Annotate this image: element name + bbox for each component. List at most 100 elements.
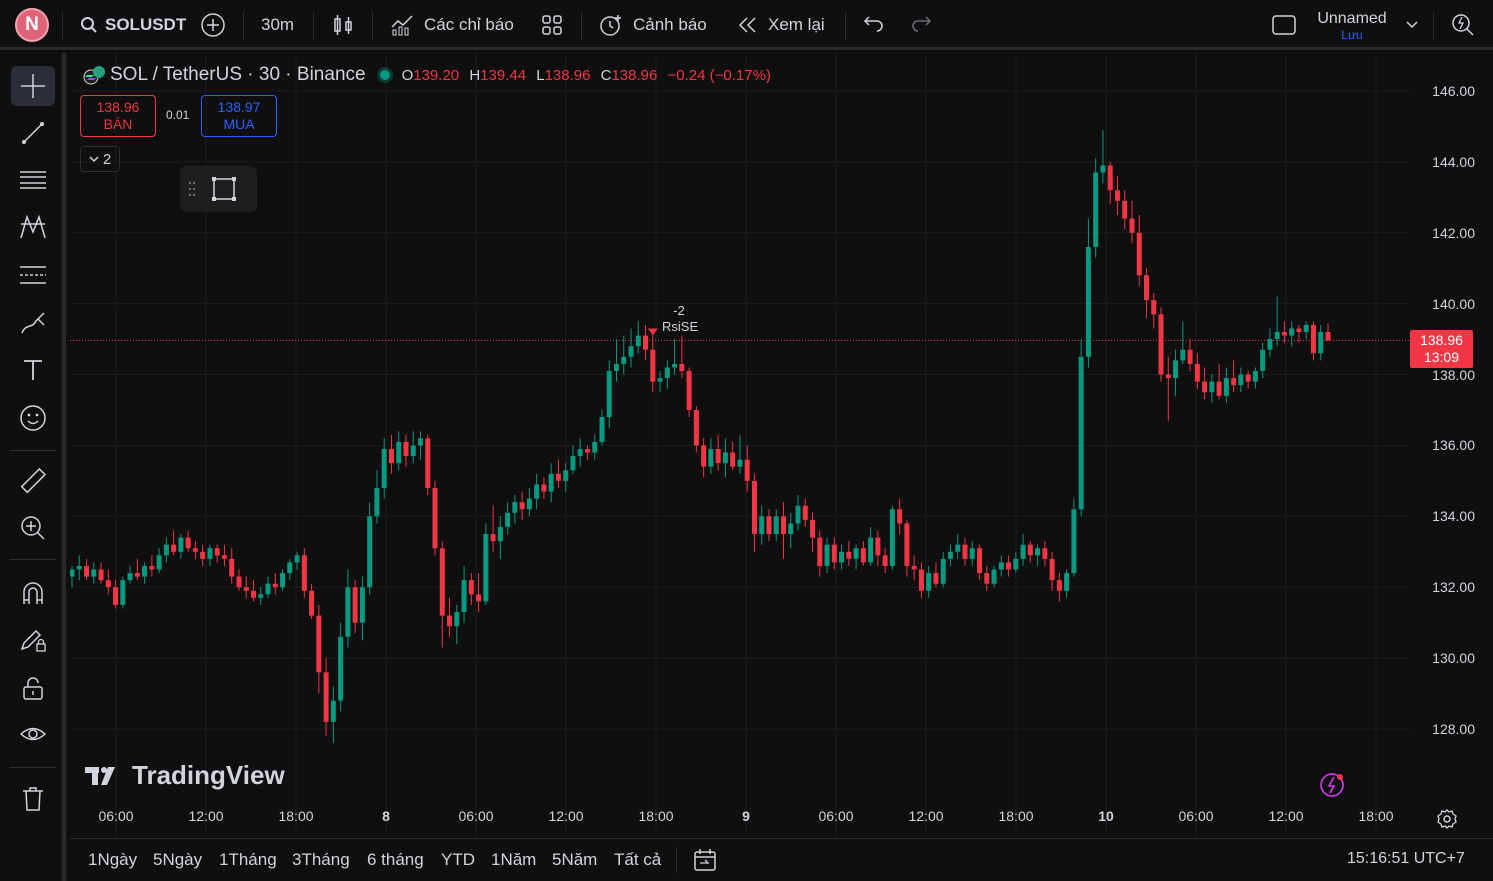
smiley-icon bbox=[20, 405, 46, 431]
select-rectangle-icon[interactable] bbox=[210, 175, 238, 203]
sell-price: 138.96 bbox=[96, 99, 140, 115]
candle-body bbox=[853, 548, 859, 559]
candle-body bbox=[1252, 371, 1258, 382]
undo-button[interactable] bbox=[863, 0, 885, 50]
symbol-title[interactable]: SOL / TetherUS · 30 · Binance bbox=[110, 64, 366, 85]
candlestick-chart[interactable] bbox=[70, 53, 1410, 835]
candle-body bbox=[1296, 328, 1302, 333]
chart-type-button[interactable] bbox=[332, 0, 354, 50]
lock-all-tool[interactable] bbox=[11, 668, 55, 708]
candle-body bbox=[628, 346, 634, 357]
unlock-icon bbox=[23, 677, 43, 700]
zoom-in-icon bbox=[21, 516, 45, 540]
chart-settings-button[interactable] bbox=[1436, 808, 1458, 835]
time-axis-label: 9 bbox=[742, 808, 750, 824]
range-button[interactable]: 1Ngày bbox=[88, 850, 138, 869]
alert-button[interactable]: Cảnh báo bbox=[598, 0, 707, 50]
range-button[interactable]: 1Năm bbox=[491, 850, 537, 869]
layout-menu-button[interactable] bbox=[1405, 0, 1419, 50]
candle-body bbox=[643, 335, 649, 350]
candle-body bbox=[1310, 324, 1316, 354]
symbol-search-button[interactable]: SOLUSDT bbox=[80, 0, 186, 50]
candle-body bbox=[461, 580, 467, 613]
buy-button[interactable]: 138.97 MUA bbox=[201, 95, 277, 137]
zoom-tool[interactable] bbox=[11, 508, 55, 548]
candle-body bbox=[679, 363, 685, 372]
floating-toolbar[interactable] bbox=[180, 166, 257, 212]
quick-search-button[interactable] bbox=[1450, 0, 1476, 50]
pattern-icon bbox=[20, 214, 46, 239]
candle-body bbox=[614, 363, 620, 372]
drag-handle-icon[interactable] bbox=[188, 180, 196, 198]
crosshair-tool[interactable] bbox=[11, 66, 55, 106]
rsi-signal-marker bbox=[647, 328, 658, 336]
hide-drawings-tool[interactable] bbox=[11, 715, 55, 755]
time-axis-label: 06:00 bbox=[98, 808, 134, 824]
market-open-indicator bbox=[379, 70, 390, 80]
range-button[interactable]: 1Tháng bbox=[219, 850, 277, 869]
chevron-down-icon bbox=[1406, 21, 1418, 29]
divider bbox=[62, 12, 63, 40]
clock-timezone[interactable]: 15:16:51 UTC+7 bbox=[1347, 850, 1465, 867]
price-axis-label: 128.00 bbox=[1432, 721, 1475, 737]
symbol-logo-icon bbox=[83, 66, 105, 85]
candle-body bbox=[171, 544, 177, 552]
range-button[interactable]: 5Năm bbox=[552, 850, 598, 869]
replay-button[interactable]: Xem lại bbox=[737, 0, 825, 50]
range-button[interactable]: YTD bbox=[441, 850, 475, 869]
high-key: H bbox=[469, 66, 481, 84]
candle-body bbox=[962, 544, 968, 559]
candle-body bbox=[476, 594, 482, 602]
range-button[interactable]: Tất cả bbox=[614, 850, 662, 869]
tradingview-watermark[interactable]: TradingView bbox=[84, 760, 285, 791]
range-button[interactable]: 3Tháng bbox=[292, 850, 350, 869]
trend-line-tool[interactable] bbox=[11, 113, 55, 153]
templates-button[interactable] bbox=[541, 0, 563, 50]
compare-symbol-button[interactable] bbox=[200, 0, 226, 50]
layout-name-button[interactable]: Unnamed Lưu bbox=[1310, 9, 1394, 42]
redo-button[interactable] bbox=[910, 0, 932, 50]
candle-body bbox=[875, 537, 881, 556]
pattern-tool[interactable] bbox=[11, 207, 55, 247]
layout-checkbox[interactable] bbox=[1271, 0, 1297, 50]
candle-body bbox=[1122, 200, 1128, 219]
candle-body bbox=[737, 459, 743, 467]
price-scale[interactable]: 146.00 144.00 142.00 140.00 138.00 136.00 134.… bbox=[1410, 53, 1493, 835]
sell-button[interactable]: 138.96 BÁN bbox=[80, 95, 156, 137]
time-axis-label: 12:00 bbox=[1268, 808, 1304, 824]
candle-body bbox=[432, 487, 438, 549]
remove-drawings-tool[interactable] bbox=[11, 779, 55, 819]
text-tool[interactable] bbox=[11, 350, 55, 390]
lightning-badge[interactable] bbox=[1319, 771, 1347, 804]
emoji-tool[interactable] bbox=[11, 398, 55, 438]
symbol-label: SOLUSDT bbox=[105, 15, 187, 34]
fib-tool[interactable] bbox=[11, 160, 55, 200]
candle-body bbox=[91, 569, 97, 577]
magnet-tool[interactable] bbox=[11, 573, 55, 613]
measure-tool[interactable] bbox=[11, 461, 55, 501]
candle-body bbox=[1260, 349, 1266, 372]
candle-body bbox=[584, 448, 590, 453]
candle-body bbox=[998, 562, 1004, 570]
text-icon bbox=[24, 360, 42, 380]
candle-body bbox=[802, 505, 808, 520]
candles-icon bbox=[334, 15, 352, 35]
candle-body bbox=[751, 480, 757, 535]
prediction-tool[interactable] bbox=[11, 255, 55, 295]
watermark-text: TradingView bbox=[132, 760, 285, 790]
brush-tool[interactable] bbox=[11, 303, 55, 343]
range-button[interactable]: 5Ngày bbox=[153, 850, 203, 869]
candle-body bbox=[251, 590, 257, 598]
pencil-lock-icon bbox=[20, 629, 46, 652]
go-to-date-button[interactable] bbox=[692, 847, 718, 878]
indicators-toggle[interactable]: 2 bbox=[80, 146, 120, 172]
candle-body bbox=[142, 565, 148, 577]
candle-body bbox=[200, 551, 206, 559]
user-avatar[interactable]: N bbox=[15, 8, 49, 42]
forecast-icon bbox=[20, 266, 46, 284]
range-button[interactable]: 6 tháng bbox=[367, 850, 424, 869]
indicators-button[interactable]: Các chỉ báo bbox=[390, 0, 514, 50]
lock-drawing-tool[interactable] bbox=[11, 620, 55, 660]
divider bbox=[845, 12, 846, 40]
interval-button[interactable]: 30m bbox=[261, 15, 295, 34]
